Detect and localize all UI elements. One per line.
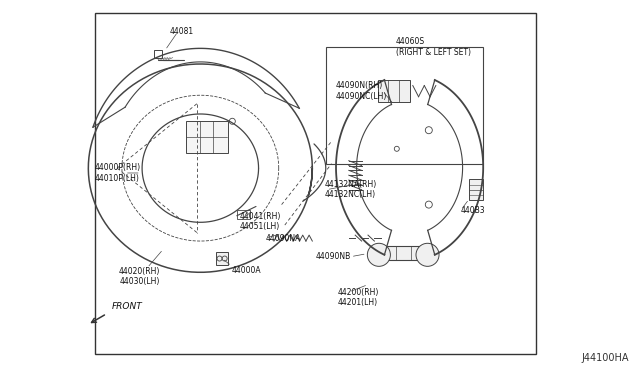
- Text: 44090NB: 44090NB: [316, 252, 351, 261]
- Text: 44090NA: 44090NA: [266, 234, 301, 243]
- Text: 44090N(RH)
44090NC(LH): 44090N(RH) 44090NC(LH): [336, 81, 387, 101]
- Circle shape: [416, 243, 439, 266]
- Bar: [326, 46, 483, 164]
- Bar: [378, 80, 410, 102]
- Text: J44100HA: J44100HA: [582, 353, 629, 363]
- Text: 440B3: 440B3: [461, 206, 485, 215]
- Text: 44000P(RH)
44010P(LH): 44000P(RH) 44010P(LH): [95, 163, 141, 183]
- Text: 44041(RH)
44051(LH): 44041(RH) 44051(LH): [240, 212, 282, 231]
- Bar: [469, 180, 483, 200]
- Bar: [186, 121, 228, 153]
- Bar: [237, 210, 250, 219]
- Circle shape: [367, 243, 390, 266]
- Bar: [216, 252, 228, 265]
- Bar: [154, 50, 162, 58]
- Bar: [384, 246, 422, 260]
- Text: 44000A: 44000A: [232, 266, 261, 275]
- Text: 44060S
(RIGHT & LEFT SET): 44060S (RIGHT & LEFT SET): [396, 37, 470, 57]
- Text: 44200(RH)
44201(LH): 44200(RH) 44201(LH): [337, 288, 379, 307]
- Text: 44020(RH)
44030(LH): 44020(RH) 44030(LH): [119, 267, 160, 286]
- Text: 44081: 44081: [170, 27, 194, 36]
- Bar: [95, 13, 536, 354]
- Text: FRONT: FRONT: [112, 302, 143, 311]
- Text: 44132NA(RH)
44132NC(LH): 44132NA(RH) 44132NC(LH): [325, 180, 378, 199]
